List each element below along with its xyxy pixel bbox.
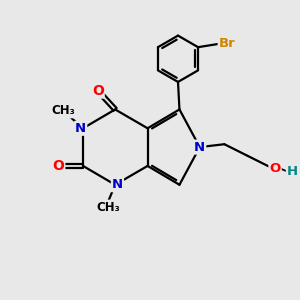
Text: CH₃: CH₃ [52, 104, 76, 117]
Text: N: N [112, 178, 123, 191]
Text: O: O [92, 84, 104, 98]
Text: O: O [52, 159, 64, 173]
Text: N: N [75, 122, 86, 135]
Text: H: H [287, 165, 298, 178]
Text: CH₃: CH₃ [96, 201, 120, 214]
Text: N: N [194, 141, 205, 154]
Text: O: O [269, 162, 281, 175]
Text: Br: Br [219, 37, 236, 50]
